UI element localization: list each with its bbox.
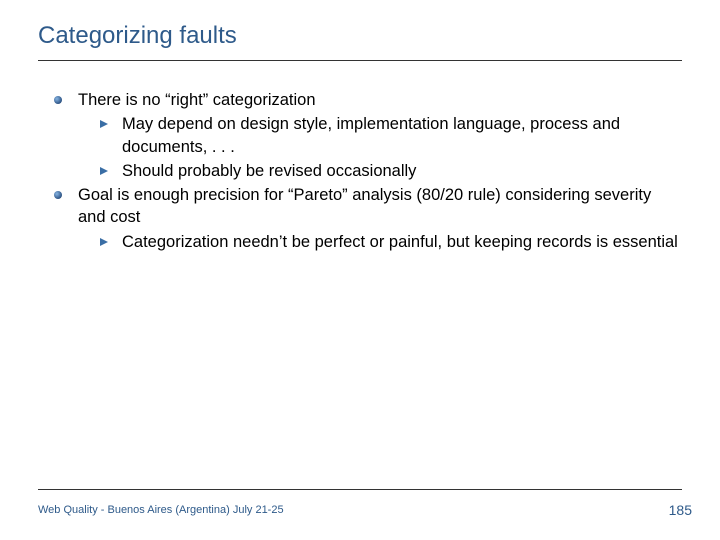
slide-title: Categorizing faults <box>38 22 682 50</box>
sub-bullet-text: Should probably be revised occasionally <box>122 162 416 180</box>
bullet-text: There is no “right” categorization <box>78 91 316 109</box>
bullet-list: There is no “right” categorization May d… <box>48 89 682 253</box>
bullet-item: There is no “right” categorization May d… <box>48 89 682 182</box>
bullet-item: Goal is enough precision for “Pareto” an… <box>48 184 682 253</box>
slide: Categorizing faults There is no “right” … <box>0 0 720 540</box>
sub-bullet-text: Categorization needn’t be perfect or pai… <box>122 233 678 251</box>
sub-bullet-text: May depend on design style, implementati… <box>122 115 620 155</box>
sub-bullet-item: Categorization needn’t be perfect or pai… <box>96 231 682 253</box>
sub-bullet-list: Categorization needn’t be perfect or pai… <box>78 231 682 253</box>
footer-left-text: Web Quality - Buenos Aires (Argentina) J… <box>38 504 284 516</box>
page-number: 185 <box>669 502 692 518</box>
sub-bullet-item: Should probably be revised occasionally <box>96 160 682 182</box>
footer-rule <box>38 489 682 490</box>
title-rule <box>38 60 682 61</box>
sub-bullet-item: May depend on design style, implementati… <box>96 113 682 158</box>
sub-bullet-list: May depend on design style, implementati… <box>78 113 682 182</box>
bullet-text: Goal is enough precision for “Pareto” an… <box>78 186 651 226</box>
slide-content: There is no “right” categorization May d… <box>38 89 682 253</box>
